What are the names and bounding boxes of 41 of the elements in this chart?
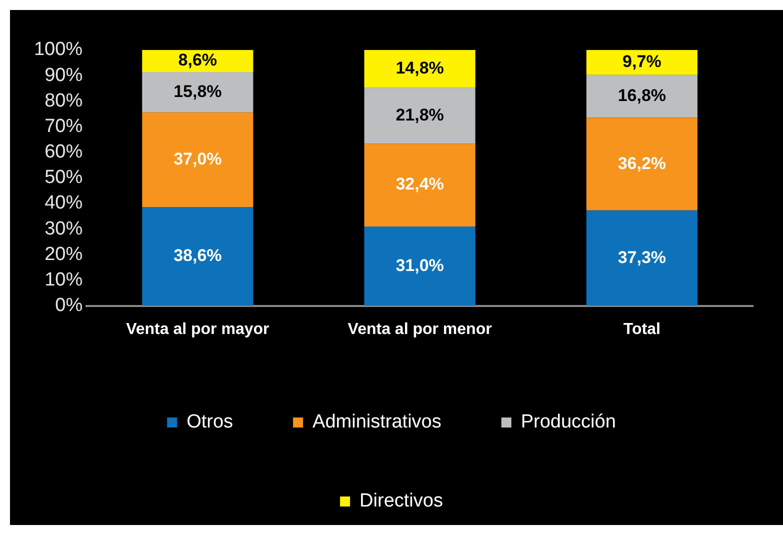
x-tick-label: Venta al por menor <box>348 320 492 338</box>
y-tick-label: 10% <box>44 269 83 290</box>
y-tick-label: 100% <box>34 39 83 60</box>
y-tick-label: 0% <box>55 295 83 316</box>
bar <box>586 210 698 306</box>
data-label: 32,4% <box>396 174 444 194</box>
data-label: 15,8% <box>174 82 222 101</box>
y-tick-label: 70% <box>44 116 83 137</box>
legend-label: Producción <box>520 412 616 433</box>
data-label: 36,2% <box>618 154 666 173</box>
y-tick-label: 60% <box>44 142 83 163</box>
data-label: 16,8% <box>618 86 666 105</box>
y-tick-label: 90% <box>44 64 83 86</box>
legend-label: Otros <box>186 412 234 433</box>
legend-label: Directivos <box>360 490 443 512</box>
legend-label: Administrativos <box>312 412 442 433</box>
bar <box>364 88 476 144</box>
y-tick-label: 50% <box>44 167 83 188</box>
data-label: 37,3% <box>618 248 666 267</box>
data-label: 9,7% <box>622 52 662 72</box>
y-tick-label: 20% <box>44 244 83 265</box>
data-label: 31,0% <box>396 256 444 275</box>
y-tick-label: 80% <box>44 90 83 112</box>
bar <box>364 226 476 306</box>
bar <box>586 118 698 210</box>
bar <box>586 74 698 118</box>
bar <box>142 72 254 112</box>
x-tick-label: Total <box>623 320 660 338</box>
bar <box>364 144 476 226</box>
bar <box>142 207 254 306</box>
bar <box>142 112 254 208</box>
data-label: 38,6% <box>174 246 222 266</box>
bar <box>364 50 476 88</box>
data-label: 37,0% <box>174 149 222 168</box>
data-label: 21,8% <box>396 105 444 124</box>
bar <box>586 50 698 75</box>
data-label: 8,6% <box>178 50 218 70</box>
y-tick-label: 30% <box>44 218 83 240</box>
x-tick-label: Venta al por mayor <box>126 320 270 338</box>
data-label: 14,8% <box>396 58 444 78</box>
y-tick-label: 40% <box>44 192 83 214</box>
